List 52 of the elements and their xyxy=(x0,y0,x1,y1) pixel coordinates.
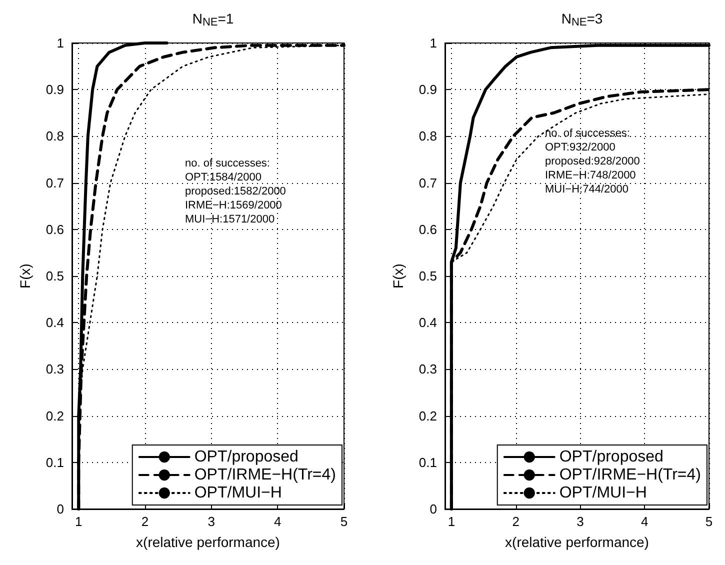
y-tick-label: 0.4 xyxy=(418,315,437,330)
legend-label: OPT/MUI−H xyxy=(559,484,647,502)
y-tick-label: 0.5 xyxy=(46,268,64,284)
legend-label: OPT/MUI−H xyxy=(194,484,282,502)
y-tick-label: 1 xyxy=(430,36,437,50)
y-tick-label: 0.9 xyxy=(418,82,437,98)
x-tick-label: 4 xyxy=(640,514,648,529)
y-tick-label: 0.1 xyxy=(46,454,64,470)
y-tick-label: 0 xyxy=(56,502,64,516)
annotation: MUI−H:744/2000 xyxy=(545,184,628,196)
annotation: IRME−H:748/2000 xyxy=(545,170,636,182)
y-tick-label: 0.2 xyxy=(418,408,437,424)
y-tick-label: 0.9 xyxy=(46,82,64,98)
y-tick-label: 0.7 xyxy=(46,175,64,190)
x-tick-label: 3 xyxy=(208,514,215,529)
legend-label: OPT/proposed xyxy=(559,448,664,466)
y-axis-title: F(x) xyxy=(17,264,33,288)
annotation: proposed:1582/2000 xyxy=(185,186,286,198)
x-tick-label: 2 xyxy=(512,514,520,529)
annotation: OPT:1584/2000 xyxy=(185,172,262,184)
x-tick-label: 5 xyxy=(705,514,713,529)
x-tick-label: 1 xyxy=(448,514,456,529)
annotation: no. of successes: xyxy=(185,158,270,170)
x-tick-label: 4 xyxy=(274,514,282,529)
x-tick-label: 3 xyxy=(576,514,584,529)
annotation: proposed:928/2000 xyxy=(545,156,640,168)
x-axis-title: x(relative performance) xyxy=(505,534,649,550)
legend-label: OPT/IRME−H(Tr=4) xyxy=(194,466,336,484)
x-tick-label: 5 xyxy=(340,514,348,529)
annotation: MUI−H:1571/2000 xyxy=(185,214,275,226)
y-tick-label: 0.3 xyxy=(418,362,437,377)
legend-label: OPT/proposed xyxy=(194,448,298,466)
y-tick-label: 1 xyxy=(56,36,64,50)
y-tick-label: 0.4 xyxy=(46,315,64,330)
y-tick-label: 0 xyxy=(430,502,437,516)
y-tick-label: 0.8 xyxy=(46,128,64,144)
x-axis-title: x(relative performance) xyxy=(136,534,280,550)
y-tick-label: 0.8 xyxy=(418,128,437,144)
y-tick-label: 0.1 xyxy=(418,454,437,470)
y-tick-label: 0.3 xyxy=(46,362,64,377)
y-axis-title: F(x) xyxy=(390,264,406,288)
annotation: IRME−H:1569/2000 xyxy=(185,200,282,212)
legend-label: OPT/IRME−H(Tr=4) xyxy=(559,466,701,484)
annotation: no. of successes: xyxy=(545,128,630,140)
y-tick-label: 0.6 xyxy=(46,222,64,237)
annotation: OPT:932/2000 xyxy=(545,142,616,154)
x-tick-label: 1 xyxy=(75,514,82,529)
x-tick-label: 2 xyxy=(141,514,149,529)
y-tick-label: 0.6 xyxy=(418,222,437,237)
y-tick-label: 0.2 xyxy=(46,408,64,424)
y-tick-label: 0.5 xyxy=(418,268,437,284)
y-tick-label: 0.7 xyxy=(418,175,437,190)
